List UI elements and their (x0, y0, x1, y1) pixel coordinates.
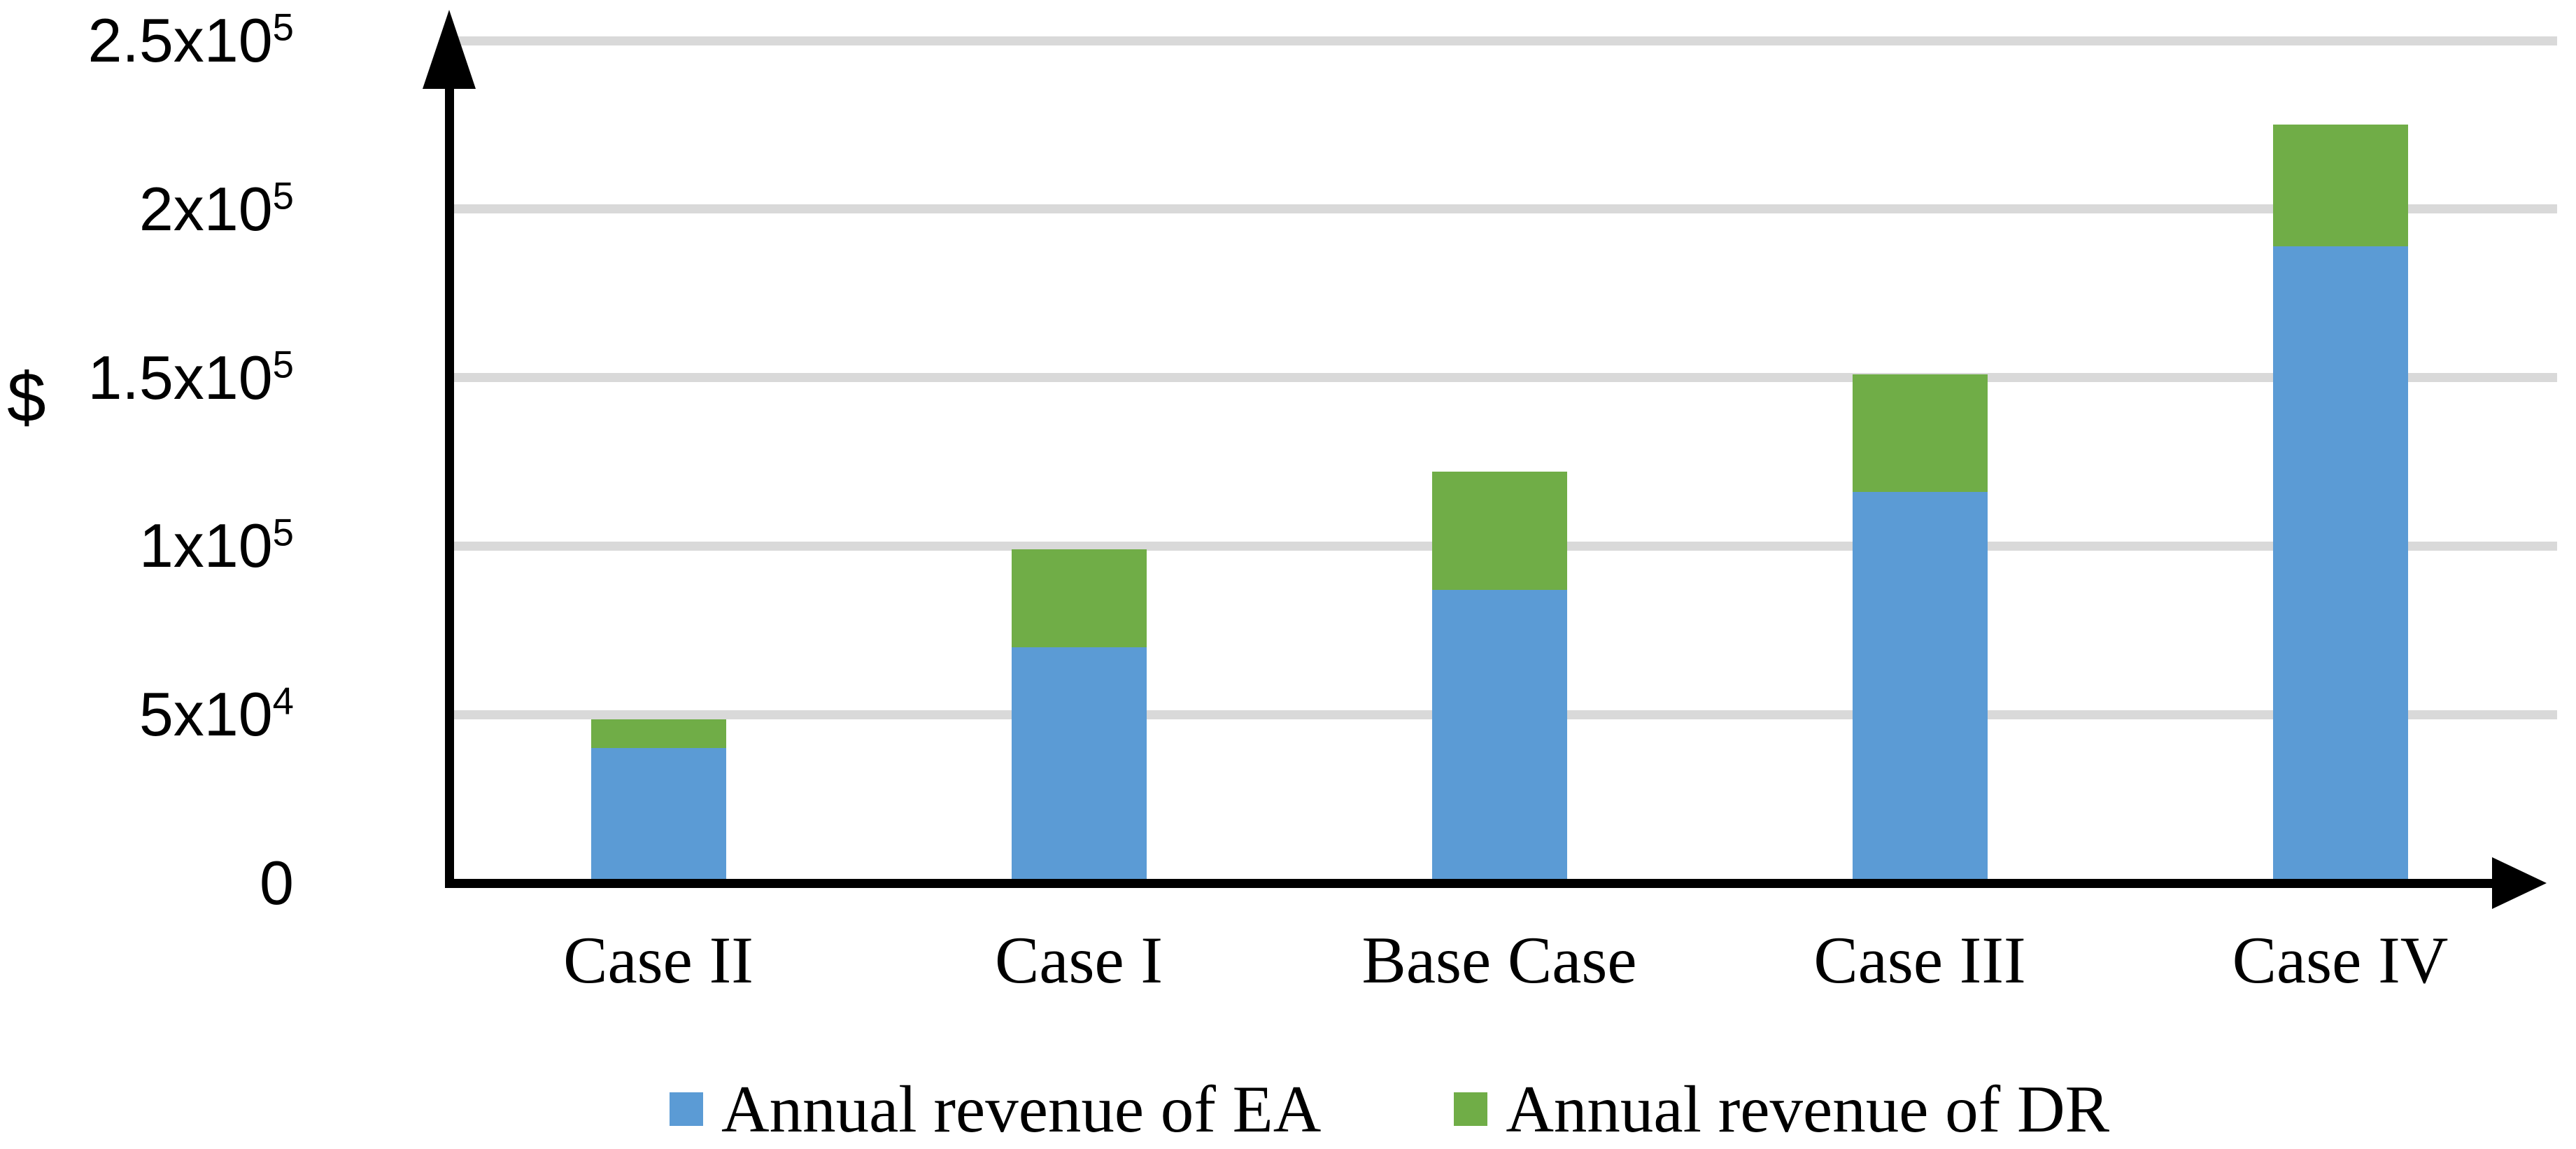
x-category-label: Case IV (2232, 923, 2449, 997)
y-tick-label: 1.5x105 (14, 336, 294, 420)
x-category-label: Case I (994, 923, 1163, 997)
bar-segment-dr-4 (1852, 374, 1988, 493)
legend: Annual revenue of EA Annual revenue of DR (0, 1069, 2576, 1149)
y-tick-label: 0 (14, 841, 294, 925)
y-tick-exponent: 5 (272, 512, 294, 555)
y-axis-arrow-icon (423, 10, 476, 89)
bar-segment-ea-4 (1852, 492, 1988, 883)
y-tick-label: 1x105 (14, 504, 294, 588)
x-axis-arrow-icon (2492, 857, 2547, 909)
x-axis-line (445, 879, 2495, 888)
bar-segment-dr-3 (1431, 472, 1567, 590)
legend-item-dr: Annual revenue of DR (1454, 1071, 2109, 1148)
bar-segment-dr-5 (2272, 125, 2408, 246)
y-tick-base: 5x10 (139, 679, 273, 749)
y-axis-title: $ (7, 358, 46, 437)
bar-segment-ea-5 (2272, 246, 2408, 883)
y-tick-exponent: 5 (272, 343, 294, 386)
bar-segment-dr-1 (590, 719, 726, 749)
y-tick-exponent: 5 (272, 6, 294, 49)
y-axis-line (445, 80, 454, 888)
y-tick-label: 5x104 (14, 672, 294, 756)
bar-segment-dr-2 (1011, 549, 1147, 647)
y-tick-base: 1x10 (139, 511, 273, 581)
y-tick-base: 1.5x10 (87, 342, 273, 412)
legend-swatch-ea (670, 1092, 703, 1126)
y-tick-exponent: 5 (272, 174, 294, 218)
x-category-label: Case II (563, 923, 753, 997)
gridline (454, 204, 2557, 214)
y-tick-label: 2.5x105 (14, 0, 294, 83)
legend-label: Annual revenue of DR (1506, 1072, 2109, 1146)
legend-label: Annual revenue of EA (721, 1072, 1322, 1146)
bar-segment-ea-3 (1431, 590, 1567, 883)
bar-segment-ea-2 (1011, 647, 1147, 883)
gridline (454, 36, 2557, 45)
legend-swatch-dr (1454, 1092, 1488, 1126)
bar-segment-ea-1 (590, 748, 726, 883)
x-category-label: Case III (1813, 923, 2026, 997)
x-category-label: Base Case (1361, 923, 1637, 997)
legend-item-ea: Annual revenue of EA (670, 1071, 1321, 1148)
gridline (454, 373, 2557, 383)
y-tick-label: 2x105 (14, 167, 294, 251)
y-tick-base: 2x10 (139, 174, 273, 244)
y-tick-exponent: 4 (272, 679, 294, 723)
y-tick-base: 0 (260, 848, 294, 917)
y-tick-base: 2.5x10 (87, 6, 273, 75)
